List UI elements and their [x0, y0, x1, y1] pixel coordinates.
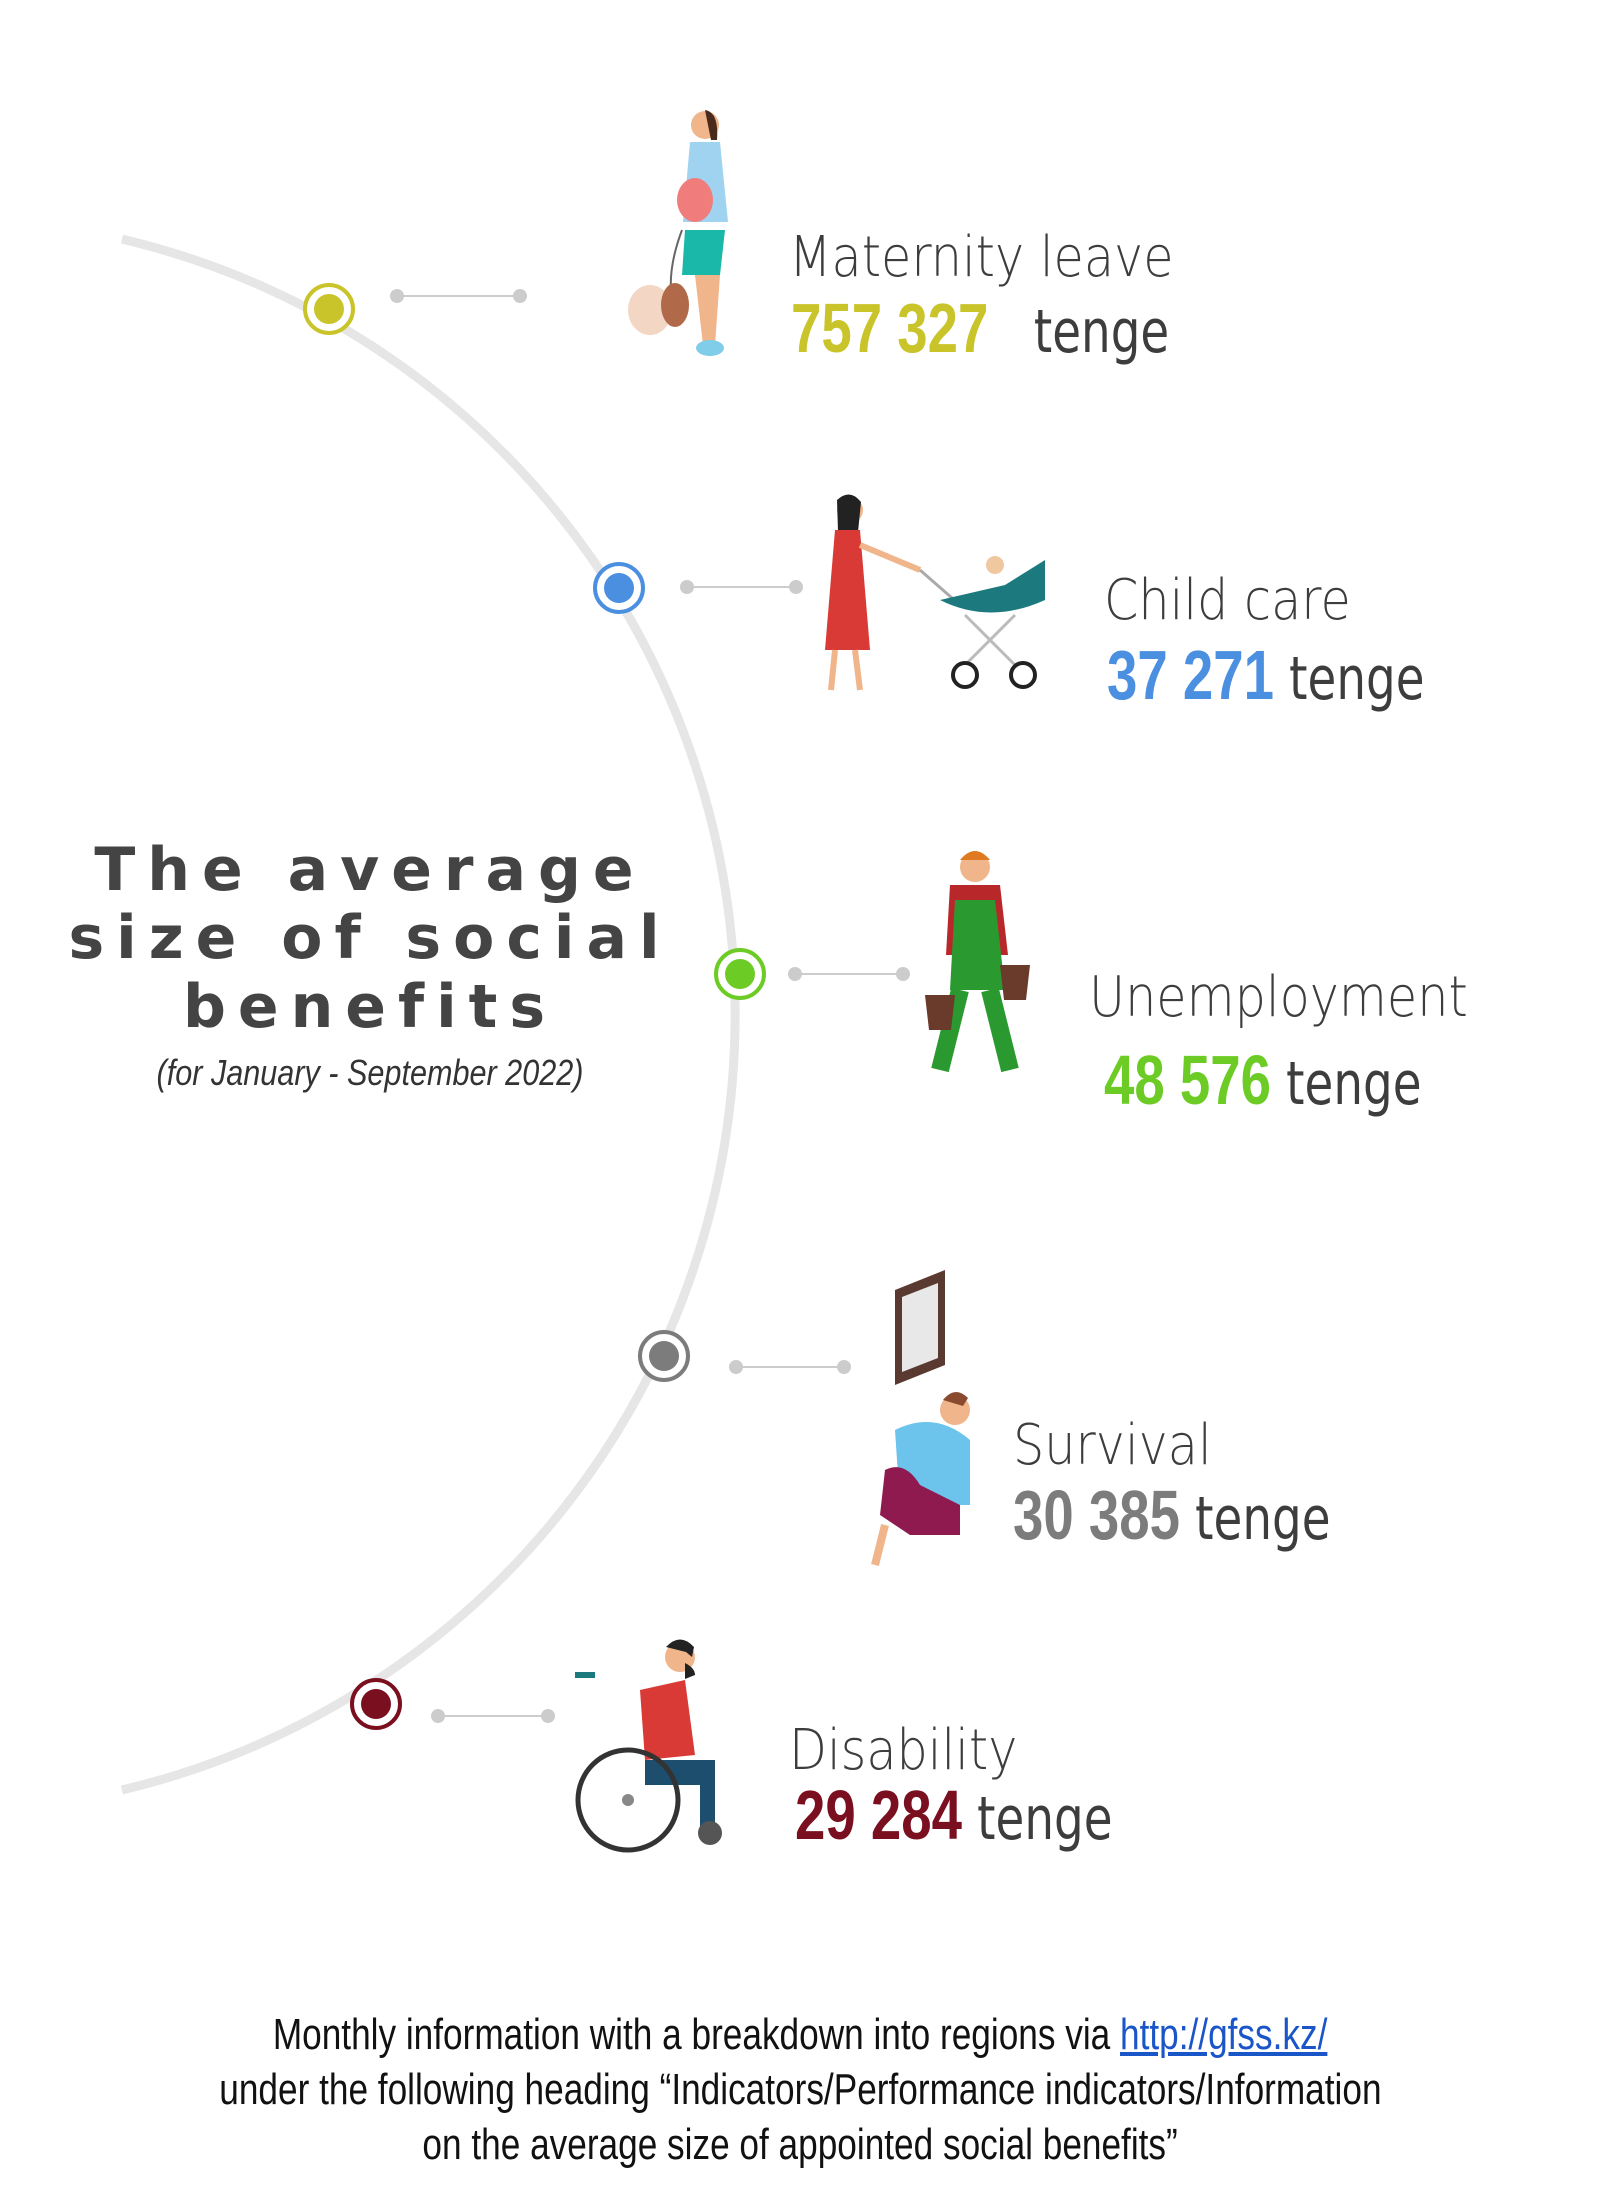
amount-value: 30 385 [1013, 1476, 1181, 1554]
connector-survival [729, 1360, 851, 1374]
pregnant-woman-with-dog-icon [628, 110, 728, 356]
heading-line-3: benefits [182, 972, 558, 1042]
amount-unit: tenge [1195, 1484, 1331, 1554]
heading-line-2: size of social [68, 903, 672, 973]
footer-text: Monthly information with a breakdown int… [273, 2010, 1121, 2059]
benefit-title-maternity: Maternity leave [789, 225, 1174, 290]
grieving-man-with-portrait-icon [871, 1270, 970, 1566]
amount-unit: tenge [1286, 1049, 1422, 1119]
benefit-amount-disability: 29 284 tenge [795, 1775, 1112, 1855]
amount-value: 48 576 [1104, 1041, 1272, 1119]
gfss-link[interactable]: http://gfss.kz/ [1120, 2010, 1328, 2059]
benefit-title-child-care: Child care [1104, 568, 1351, 633]
connector-disability [431, 1709, 555, 1723]
connector-maternity [390, 289, 527, 303]
benefit-title-disability: Disability [789, 1718, 1018, 1783]
timeline-arc [120, 234, 740, 1795]
amount-value: 757 327 [791, 289, 989, 367]
footer-line-1: Monthly information with a breakdown int… [0, 2010, 1601, 2060]
benefit-amount-unemployment: 48 576 tenge [1104, 1040, 1421, 1120]
marker-child-care-icon [593, 562, 645, 614]
marker-maternity-icon [303, 283, 355, 335]
man-in-wheelchair-icon [575, 1639, 722, 1853]
amount-value: 29 284 [795, 1776, 963, 1854]
benefit-title-survival: Survival [1013, 1413, 1212, 1478]
benefit-title-unemployment: Unemployment [1089, 965, 1468, 1030]
marker-unemployment-icon [714, 948, 766, 1000]
heading-line-1: The average [94, 835, 646, 905]
connector-child-care [680, 580, 803, 594]
footer-text: under the following heading “Indicators/… [219, 2065, 1382, 2114]
amount-unit: tenge [1289, 644, 1425, 714]
amount-unit: tenge [977, 1784, 1113, 1854]
footer-line-3: on the average size of appointed social … [0, 2120, 1601, 2170]
woman-with-stroller-icon [825, 494, 1045, 691]
benefit-amount-survival: 30 385 tenge [1013, 1475, 1330, 1555]
amount-unit: tenge [1033, 297, 1170, 367]
amount-value: 37 271 [1107, 636, 1275, 714]
footer-text: on the average size of appointed social … [422, 2120, 1179, 2169]
benefit-amount-maternity: 757 327 tenge [791, 288, 1169, 368]
footer-line-2: under the following heading “Indicators/… [0, 2065, 1601, 2115]
heading-period: (for January - September 2022) [156, 1052, 584, 1093]
connector-unemployment [788, 967, 910, 981]
benefit-amount-child-care: 37 271 tenge [1107, 635, 1424, 715]
marker-disability-icon [350, 1678, 402, 1730]
marker-survival-icon [638, 1330, 690, 1382]
worker-with-buckets-icon [925, 851, 1030, 1073]
